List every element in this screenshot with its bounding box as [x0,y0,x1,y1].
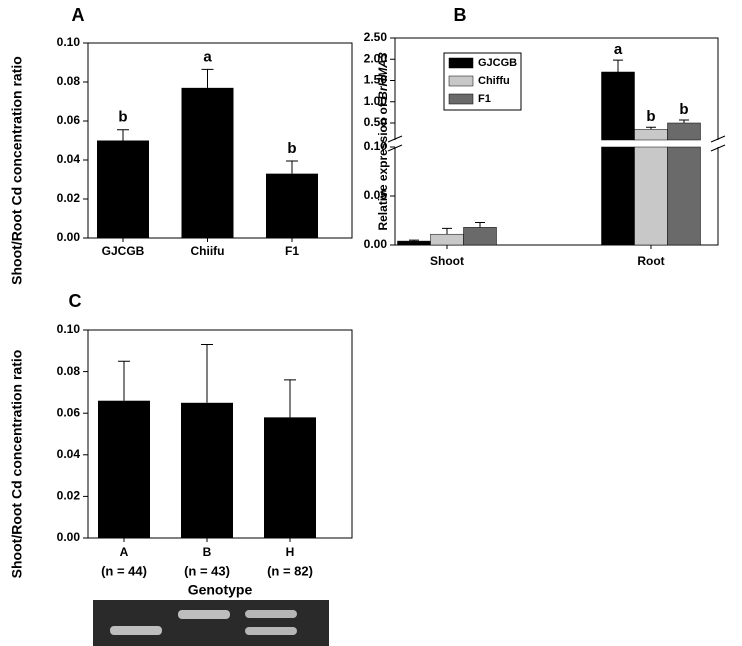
legend-label: Chiffu [478,75,510,87]
x-tick-label: F1 [285,244,299,258]
bar-lower-part [601,146,635,246]
y-tick-label: 0.06 [57,405,81,419]
y-axis-title: Shoot/Root Cd concentration ratio [9,350,25,579]
error-bar [679,119,689,123]
y-tick-label: 0.02 [57,191,81,205]
y-tick-label: 1.00 [364,94,388,108]
significance-letter: a [203,48,212,65]
x-tick-sublabel: (n = 44) [101,563,147,578]
y-tick-label: 0.10 [57,322,81,336]
error-bar [286,160,298,174]
bar [181,402,233,538]
error-bar [201,344,213,403]
y-tick-label: 0.10 [57,35,81,49]
legend-swatch [448,75,474,87]
legend-swatch [448,57,474,69]
y-tick-label: 0.08 [57,364,81,378]
error-bar [118,360,130,401]
x-tick-label: H [286,545,295,559]
x-tick-label: B [203,545,212,559]
legend-label: GJCGB [478,57,517,69]
bar-lower-part [667,146,701,246]
y-tick-label: 0.00 [364,237,388,251]
error-bar [442,227,452,235]
significance-letter: b [287,140,296,157]
bar [397,240,431,246]
error-bar [201,68,214,88]
bar-upper-part [634,129,668,141]
x-tick-label: GJCGB [102,244,145,258]
y-tick-label: 0.02 [57,489,81,503]
x-tick-label: Shoot [430,254,464,268]
gel-image [93,600,329,646]
error-bar [646,126,656,130]
error-bar [284,379,296,418]
significance-letter: a [614,41,623,58]
legend-frame [443,52,522,111]
x-tick-label: A [120,545,129,559]
significance-letter: b [679,101,688,118]
y-tick-label: 2.50 [364,30,388,44]
y-tick-label: 0.50 [364,115,388,129]
axis-break [387,135,403,152]
x-tick-sublabel: (n = 82) [267,563,313,578]
significance-letter: b [118,109,127,126]
error-bar [117,129,129,141]
significance-letter: b [646,108,655,125]
legend-label: F1 [478,93,491,105]
y-tick-label: 0.05 [364,188,388,202]
y-axis-title: Shoot/Root Cd concentration ratio [9,56,25,285]
bar-upper-part [667,122,701,141]
y-tick-label: 0.04 [57,447,81,461]
bar [181,87,234,238]
bar [463,227,497,246]
bar-lower-part [634,146,668,246]
y-tick-label: 1.50 [364,73,388,87]
bar [97,140,149,238]
error-bar [409,239,419,242]
y-axis-title-italic: BrHMA3 [376,52,390,100]
x-tick-label: Chiifu [191,244,225,258]
panel-label: B [454,5,467,25]
y-tick-label: 0.04 [57,152,81,166]
y-tick-label: 0.00 [57,530,81,544]
axis-break [710,135,726,152]
bar [266,173,318,238]
y-axis-title-text: Relative expression of [376,100,390,231]
y-tick-label: 0.08 [57,74,81,88]
y-tick-label: 0.00 [57,230,81,244]
y-tick-label: 2.00 [364,51,388,65]
bar [264,417,316,538]
bar-upper-part [601,71,635,141]
y-tick-label: 0.10 [364,139,388,153]
panel-label: A [72,5,85,25]
x-axis-title: Genotype [188,582,253,598]
x-tick-sublabel: (n = 43) [184,563,230,578]
bar [430,233,464,246]
x-tick-label: Root [637,254,664,268]
y-axis-title: Relative expression of BrHMA3 [376,52,390,230]
legend: GJCGB Chiffu F1 [443,52,522,111]
panel-label: C [69,291,82,311]
y-tick-label: 0.06 [57,113,81,127]
legend-swatch [448,93,474,105]
error-bar [475,221,485,228]
bar [98,400,150,538]
error-bar [613,59,623,72]
